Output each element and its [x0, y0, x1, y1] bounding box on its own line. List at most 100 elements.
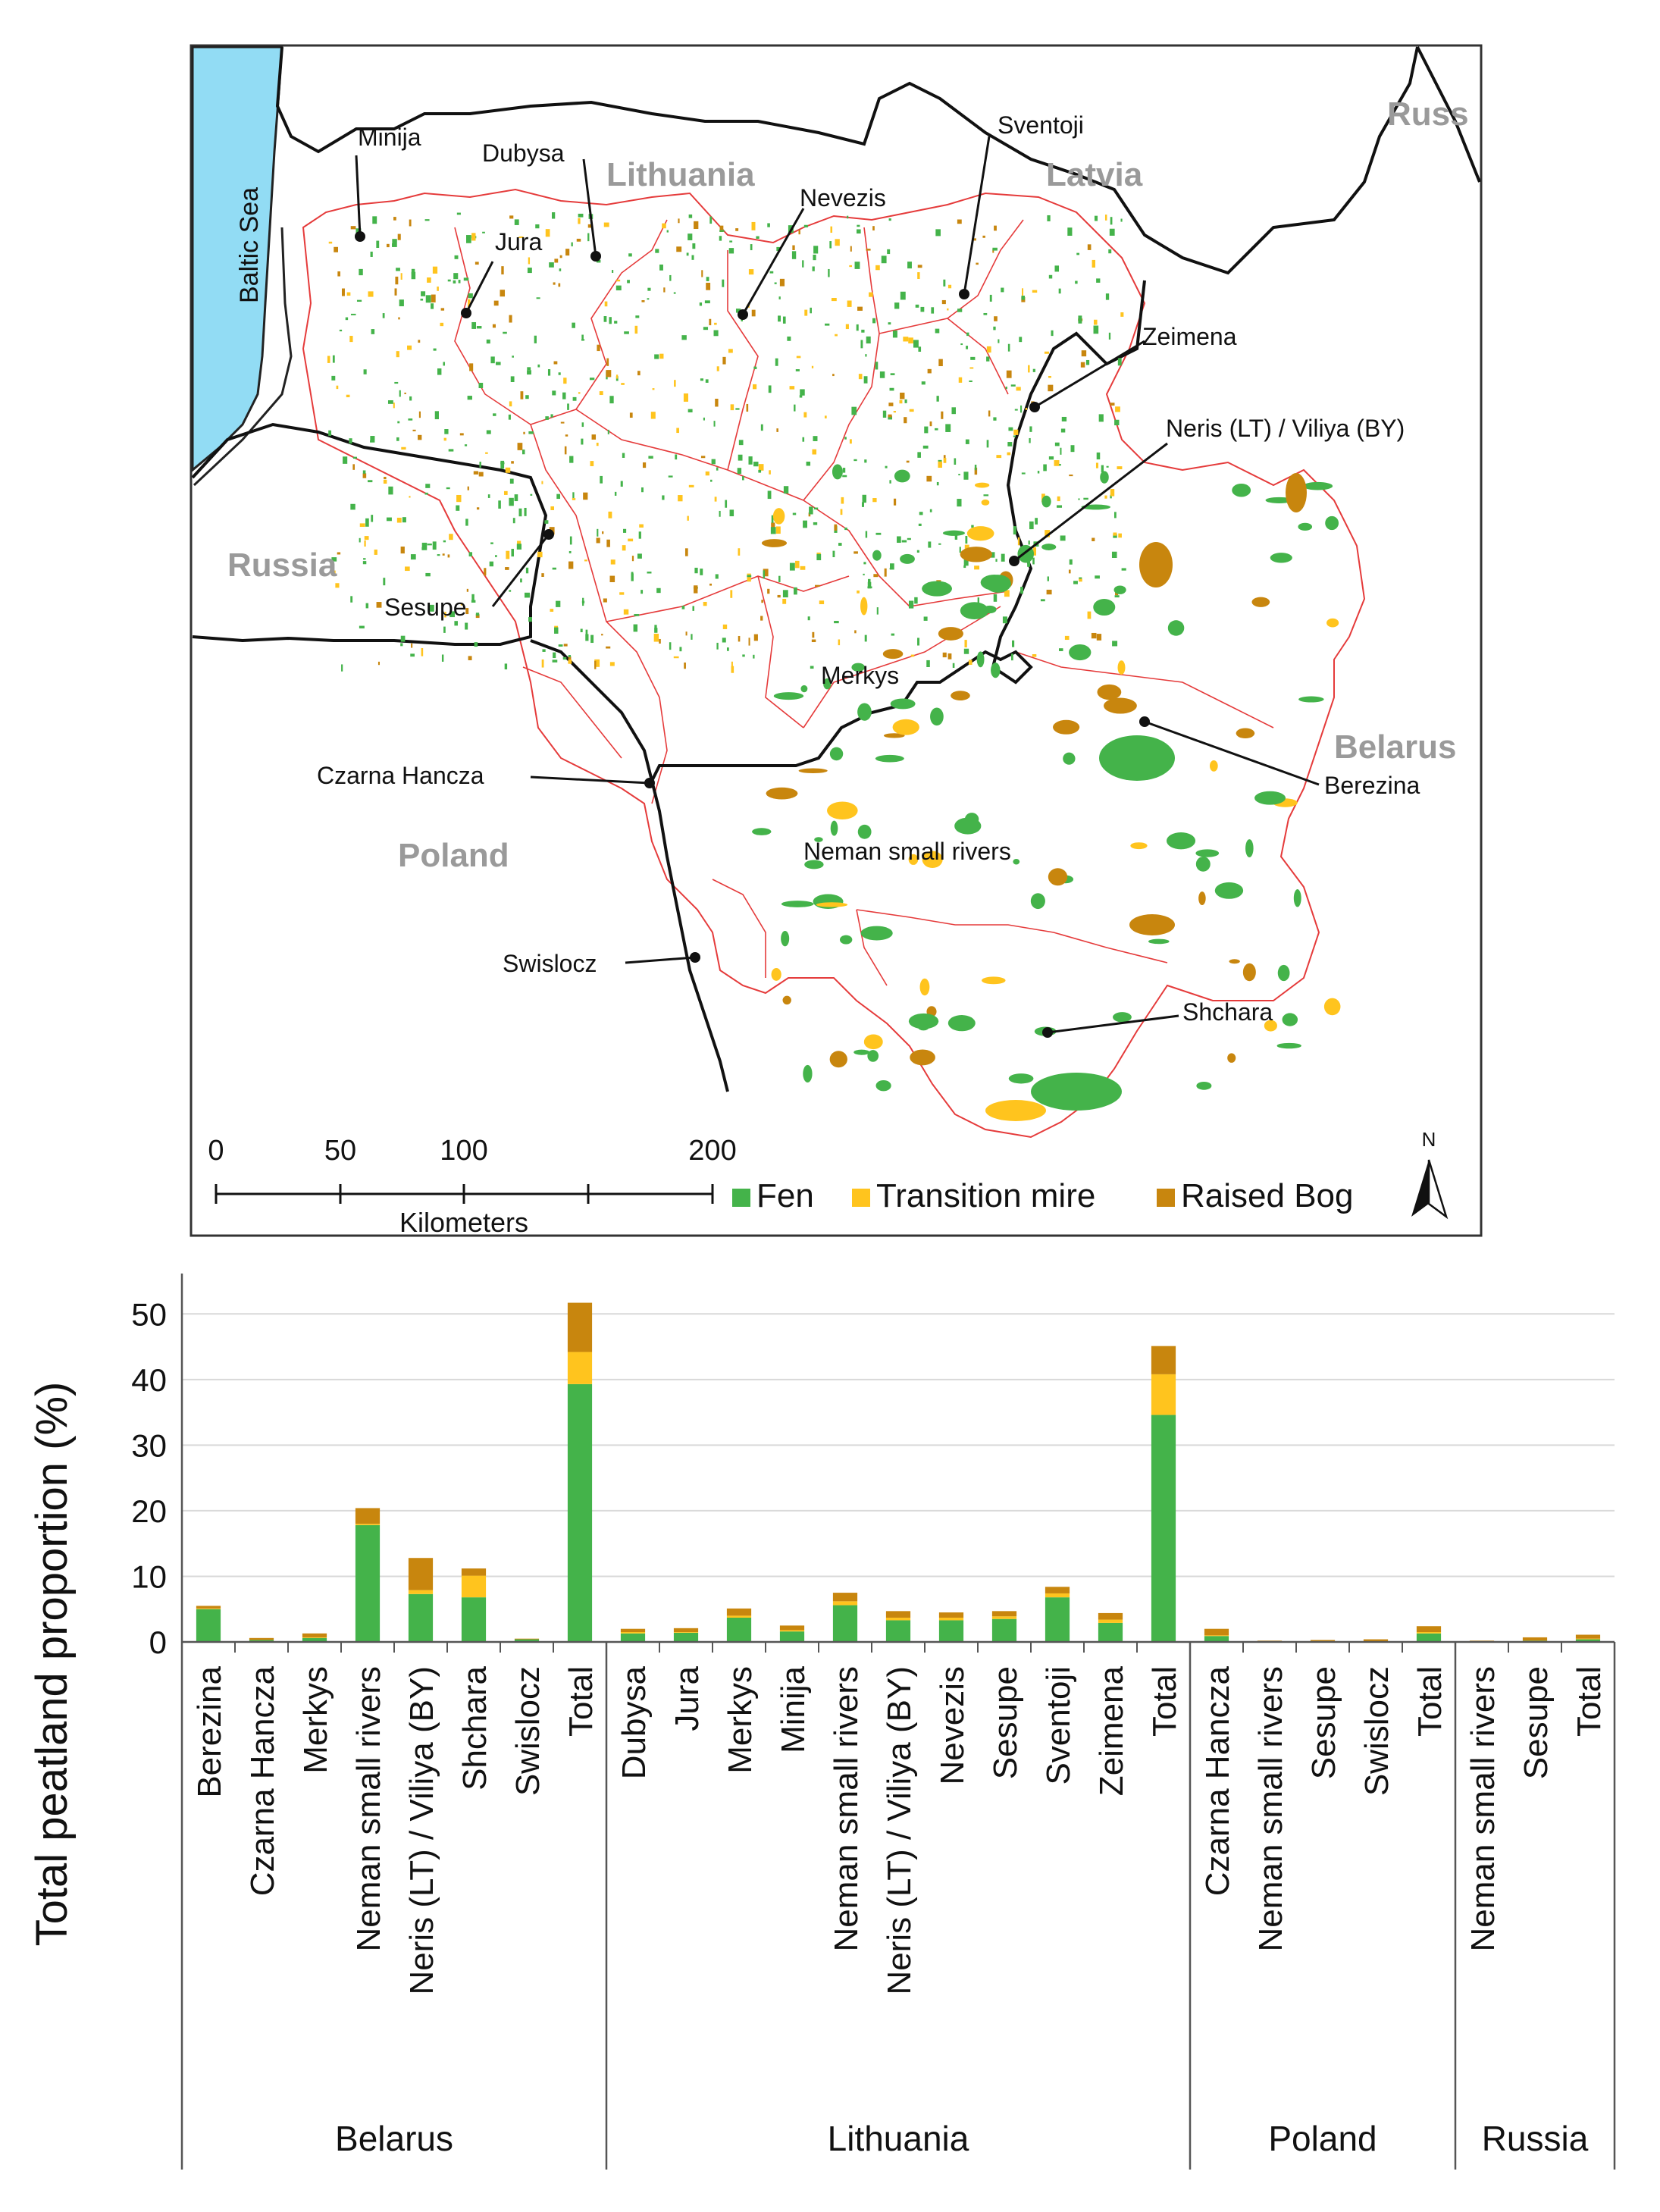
x-tick-label: Total	[1571, 1666, 1608, 1737]
x-tick-label: Merkys	[297, 1666, 334, 1774]
x-tick-label: Shchara	[456, 1665, 493, 1790]
bar-segment-transition	[620, 1632, 646, 1634]
x-tick-label: Czarna Hancza	[244, 1665, 281, 1896]
label-nevezis: Nevezis	[800, 184, 886, 211]
x-tick-label: Minija	[775, 1665, 812, 1753]
bar-segment-fen	[938, 1620, 964, 1642]
group-label: Belarus	[335, 2119, 453, 2158]
x-tick-label: Total	[1411, 1666, 1449, 1737]
basin-leader-lines	[355, 136, 1320, 1034]
north-arrow-icon: N	[1411, 1128, 1449, 1220]
bar-segment-raised	[1469, 1640, 1495, 1642]
bar-segment-raised	[1257, 1640, 1283, 1642]
bar-segment-transition	[567, 1352, 593, 1384]
y-tick-label: 20	[131, 1493, 167, 1529]
bar-segment-transition	[1151, 1374, 1176, 1415]
legend-fen-swatch	[732, 1189, 750, 1207]
bar-segment-fen	[1204, 1636, 1229, 1642]
x-tick-label: Merkys	[722, 1666, 759, 1774]
bar-segment-raised	[620, 1628, 646, 1633]
bar-segment-transition	[1204, 1635, 1229, 1637]
country-labels: Lithuania Latvia Russ Russia Belarus Pol…	[227, 96, 1469, 874]
x-tick-label: Neman small rivers	[828, 1666, 865, 1952]
bar-segment-raised	[1098, 1612, 1123, 1620]
bar-segment-raised	[302, 1633, 327, 1637]
gridlines	[182, 1313, 1615, 1578]
scale-bar: 0 50 100 200 Kilometers	[208, 1135, 736, 1238]
neman-basin-outline	[302, 188, 1366, 1139]
y-tick-label: 0	[149, 1625, 167, 1660]
bar-segment-fen	[832, 1605, 858, 1642]
label-minija: Minija	[358, 124, 421, 151]
bar-segment-fen	[514, 1639, 540, 1642]
label-berezina: Berezina	[1324, 772, 1420, 799]
peatland-bar-chart: Total peatland proportion (%) 0 10 20 30 40 5…	[27, 1274, 1616, 2170]
bar-segment-raised	[832, 1593, 858, 1602]
bar-segment-raised	[567, 1302, 593, 1352]
bar-segment-fen	[461, 1597, 487, 1642]
bar-segment-raised	[1522, 1637, 1548, 1641]
bar-segment-fen	[196, 1609, 221, 1642]
label-merkys: Merkys	[821, 662, 899, 689]
y-axis-title: Total peatland proportion (%)	[27, 1382, 77, 1947]
bar-segment-transition	[991, 1616, 1017, 1619]
bar-segment-transition	[673, 1632, 699, 1633]
label-neris: Neris (LT) / Viliya (BY)	[1166, 415, 1405, 442]
peat-patches	[327, 212, 1341, 1121]
bar-segment-fen	[991, 1618, 1017, 1642]
x-tick-label: Neman small rivers	[1464, 1666, 1502, 1952]
bar-segment-raised	[1045, 1587, 1070, 1593]
legend-transition-swatch	[852, 1189, 870, 1207]
bar-segment-raised	[514, 1638, 540, 1640]
country-latvia-label: Latvia	[1046, 156, 1143, 193]
x-tick-label: Zeimena	[1093, 1665, 1130, 1796]
bar-segment-transition	[355, 1524, 381, 1525]
bar-segment-fen	[355, 1524, 381, 1642]
label-shchara: Shchara	[1182, 998, 1273, 1026]
baltic-sea-label: Baltic Sea	[235, 187, 264, 303]
bar-segment-fen	[1416, 1633, 1442, 1642]
sub-basin-boundaries	[454, 219, 1274, 986]
x-tick-label: Total	[562, 1666, 600, 1737]
scale-tick-200: 200	[688, 1135, 736, 1167]
scale-tick-100: 100	[440, 1135, 487, 1167]
bar-segment-fen	[1045, 1597, 1070, 1642]
bar-segment-raised	[726, 1608, 752, 1616]
y-tick-label: 30	[131, 1427, 167, 1463]
scale-unit-label: Kilometers	[399, 1207, 528, 1238]
bar-segment-transition	[461, 1575, 487, 1598]
bar-segment-transition	[1575, 1638, 1601, 1640]
group-label: Poland	[1268, 2119, 1377, 2158]
bar-segment-raised	[1310, 1640, 1336, 1642]
bar-segment-fen	[408, 1593, 434, 1642]
bar-segment-raised	[673, 1628, 699, 1633]
country-borders	[191, 46, 1481, 1092]
bar-segment-fen	[779, 1631, 805, 1642]
country-russia-label: Russia	[227, 547, 337, 584]
bar-segment-raised	[1151, 1346, 1176, 1374]
x-tick-label: Neris (LT) / Viliya (BY)	[403, 1666, 440, 1995]
bar-segment-raised	[408, 1558, 434, 1590]
bar-segment-fen	[1151, 1415, 1176, 1642]
x-tick-label: Swislocz	[509, 1666, 547, 1796]
label-neman-small-rivers: Neman small rivers	[803, 838, 1011, 865]
bar-segment-transition	[1045, 1593, 1070, 1598]
bar-segment-transition	[832, 1601, 858, 1606]
x-tick-label: Jura	[669, 1665, 706, 1731]
country-lithuania-label: Lithuania	[606, 156, 755, 193]
bar-segment-raised	[1575, 1634, 1601, 1639]
bar-segment-fen	[885, 1620, 911, 1642]
group-label: Russia	[1482, 2119, 1589, 2158]
bar-segment-raised	[1416, 1626, 1442, 1633]
x-tick-label: Total	[1146, 1666, 1183, 1737]
bar-segment-transition	[1416, 1632, 1442, 1634]
scale-tick-50: 50	[324, 1135, 356, 1167]
bar-segment-fen	[620, 1633, 646, 1642]
label-zeimena: Zeimena	[1142, 323, 1237, 350]
x-tick-label: Sesupe	[1517, 1666, 1555, 1779]
bar-segment-transition	[1098, 1619, 1123, 1623]
x-tick-label: Dubysa	[615, 1665, 653, 1779]
bar-segment-raised	[885, 1611, 911, 1618]
label-sventoji: Sventoji	[998, 111, 1084, 139]
country-poland-label: Poland	[398, 837, 509, 874]
